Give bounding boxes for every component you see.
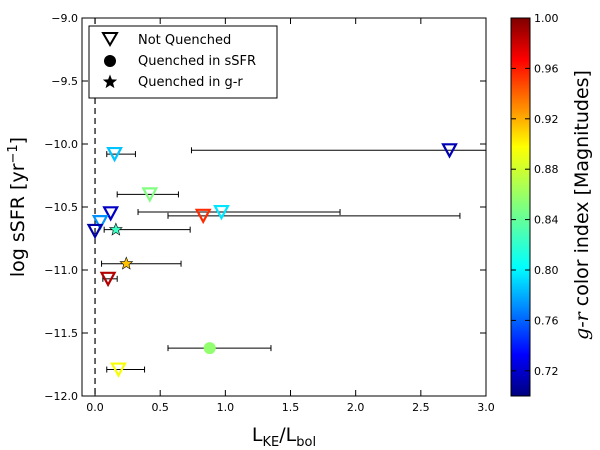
legend-label-quenched-gr: Quenched in g-r	[138, 75, 243, 90]
colorbar-tick-label: 0.96	[534, 62, 559, 75]
data-point-quenched-gr	[108, 222, 123, 236]
data-point-not-quenched	[86, 223, 104, 240]
data-point-quenched-ssfr	[203, 342, 216, 355]
colorbar-tick-label: 0.88	[534, 163, 559, 176]
colorbar-tick-label: 0.80	[534, 264, 559, 277]
legend-box	[88, 25, 278, 99]
x-tick-label: 0.5	[151, 401, 169, 414]
circle-marker-icon	[104, 55, 116, 67]
y-tick-label: −10.0	[44, 138, 78, 151]
data-point-not-quenched	[106, 146, 123, 163]
legend-entry-not-quenched: Not Quenched	[101, 32, 231, 48]
x-tick-label: 2.0	[347, 401, 365, 414]
x-tick-label: 1.0	[217, 401, 235, 414]
data-point-not-quenched	[102, 206, 120, 222]
legend-entry-quenched-gr: Quenched in g-r	[102, 74, 243, 90]
x-tick-label: 2.5	[412, 401, 430, 414]
data-point-not-quenched	[141, 187, 159, 203]
x-tick-label: 1.5	[282, 401, 300, 414]
data-point-not-quenched	[110, 362, 127, 378]
y-axis-label: log sSFR [yr−1]	[6, 137, 29, 277]
colorbar-tick-label: 0.84	[534, 214, 559, 227]
y-tick-label: −10.5	[44, 201, 78, 214]
data-point-not-quenched	[213, 204, 230, 221]
data-point-not-quenched	[441, 143, 458, 159]
legend-label-not-quenched: Not Quenched	[138, 33, 231, 48]
colorbar-tick-label: 0.92	[534, 113, 559, 126]
colorbar	[510, 17, 531, 397]
data-point-not-quenched	[194, 208, 212, 225]
legend: Not Quenched Quenched in sSFR Quenched i…	[88, 25, 278, 99]
data-point-not-quenched	[91, 215, 109, 231]
legend-entry-quenched-ssfr: Quenched in sSFR	[104, 54, 256, 69]
y-tick-label: −11.5	[44, 327, 78, 340]
data-point-not-quenched	[99, 271, 117, 288]
colorbar-label: g-r color index [Magnitudes]	[571, 70, 593, 340]
y-tick-label: −11.0	[44, 264, 78, 277]
triangle-marker-icon	[101, 32, 119, 47]
x-tick-label: 0.0	[86, 401, 104, 414]
y-tick-label: −9.0	[51, 12, 78, 25]
legend-label-quenched-ssfr: Quenched in sSFR	[138, 54, 256, 69]
colorbar-tick-label: 0.76	[534, 314, 559, 327]
star-marker-icon	[102, 74, 118, 89]
colorbar-tick-label: 0.72	[534, 365, 559, 378]
colorbar-tick-label: 1.00	[534, 12, 559, 25]
x-axis-label: LKE/Lbol	[252, 424, 316, 450]
data-point-quenched-gr	[119, 256, 134, 270]
y-tick-label: −9.5	[51, 75, 78, 88]
y-tick-label: −12.0	[44, 390, 78, 403]
x-tick-label: 3.0	[477, 401, 495, 414]
